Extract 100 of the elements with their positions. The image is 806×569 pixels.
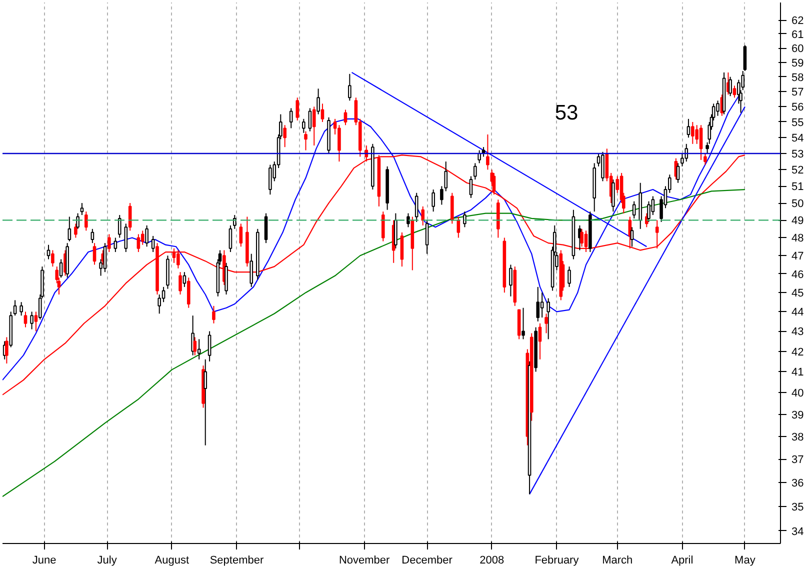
candlestick: [684, 143, 688, 162]
candlestick: [716, 100, 720, 116]
candlestick: [647, 200, 650, 222]
candlestick: [414, 192, 418, 222]
y-tick-label: 34: [792, 526, 804, 538]
candlestick: [632, 200, 636, 219]
candlestick: [406, 212, 410, 228]
candlestick: [59, 258, 63, 278]
x-tick-label: September: [210, 554, 264, 566]
x-tick-label: March: [602, 554, 633, 566]
line-series: [2, 188, 746, 498]
x-tick-label: August: [154, 554, 190, 566]
x-tick-label: December: [402, 554, 453, 566]
candlestick: [13, 300, 17, 316]
x-tick-label: April: [671, 554, 694, 566]
y-tick-label: 47: [792, 250, 804, 263]
candlestick: [264, 212, 268, 244]
candlestick: [580, 228, 584, 248]
candlestick: [469, 176, 473, 198]
candlestick: [124, 223, 128, 253]
candlestick: [312, 106, 316, 146]
candlestick: [691, 121, 694, 144]
candlestick: [162, 286, 166, 303]
x-tick-label: May: [734, 554, 756, 566]
candlestick: [478, 150, 481, 164]
candlestick: [348, 73, 352, 102]
y-tick-label: 38: [792, 431, 804, 444]
y-tick-label: 59: [792, 57, 804, 70]
y-tick-label: 41: [792, 366, 804, 379]
candlestick: [145, 224, 148, 248]
candlestick: [320, 103, 324, 122]
candlestick: [601, 151, 604, 182]
candlestick: [544, 313, 548, 334]
candlestick: [74, 223, 78, 238]
y-tick-label: 54: [792, 132, 804, 145]
y-tick-label: 43: [792, 326, 804, 338]
candlestick: [178, 272, 182, 295]
candlestick: [444, 161, 448, 192]
candlestick: [302, 118, 306, 134]
y-tick-label: 56: [792, 102, 804, 114]
candlestick: [68, 216, 72, 242]
candlestick: [538, 322, 542, 360]
candlestick: [289, 108, 293, 129]
x-tick-label: November: [338, 554, 390, 566]
y-tick-label: 37: [792, 454, 804, 466]
candlestick: [743, 44, 747, 72]
candlestick: [304, 130, 308, 151]
candlestick: [474, 162, 477, 180]
y-tick-label: 42: [792, 346, 804, 358]
candlestick: [172, 248, 176, 264]
candlestick: [741, 70, 745, 91]
y-tick-label: 61: [792, 28, 804, 41]
y-tick-label: 49: [792, 215, 804, 228]
candlestick: [76, 212, 80, 230]
candlestick: [686, 118, 690, 138]
candlestick: [584, 230, 588, 253]
candlestick: [176, 250, 180, 269]
candlestick: [486, 134, 490, 170]
candlestick: [250, 253, 254, 288]
candlestick: [450, 192, 454, 224]
candlestick: [400, 232, 404, 268]
candlestick: [158, 294, 162, 314]
y-tick-label: 60: [792, 43, 804, 56]
candlestick: [344, 109, 348, 126]
y-tick-label: 40: [792, 388, 804, 400]
y-tick-label: 46: [792, 268, 804, 281]
candlestick: [108, 234, 111, 253]
candlestick: [421, 206, 425, 226]
candlestick: [114, 237, 118, 253]
candlestick: [425, 220, 429, 254]
candlestick: [492, 172, 496, 196]
candlestick: [140, 230, 144, 246]
y-tick-label: 44: [792, 306, 804, 319]
candlestick: [540, 292, 544, 318]
candlestick: [463, 211, 466, 228]
candlestick: [704, 152, 707, 166]
y-tick-label: 58: [792, 72, 804, 84]
candlestick: [546, 298, 550, 340]
y-tick-label: 55: [792, 116, 804, 129]
y-tick-label: 45: [792, 288, 804, 300]
candlestick: [296, 97, 300, 121]
candlestick: [80, 202, 84, 216]
candlestick: [676, 162, 680, 184]
candlestick: [728, 76, 732, 97]
candlestick: [30, 311, 34, 330]
candlestick: [197, 338, 201, 360]
candlestick: [432, 189, 435, 212]
candlestick: [239, 223, 243, 248]
candlestick: [186, 277, 190, 308]
x-tick-label: June: [32, 554, 56, 566]
candlestick: [92, 242, 96, 266]
candlestick: [381, 211, 385, 242]
candlestick: [46, 244, 50, 260]
ref-line-label: 53: [554, 101, 578, 124]
y-tick-label: 36: [792, 477, 804, 490]
y-tick-label: 48: [792, 232, 804, 245]
candlestick: [440, 186, 444, 206]
candlestick: [655, 220, 659, 249]
y-tick-label: 57: [792, 86, 804, 99]
x-tick-label: February: [534, 554, 580, 566]
